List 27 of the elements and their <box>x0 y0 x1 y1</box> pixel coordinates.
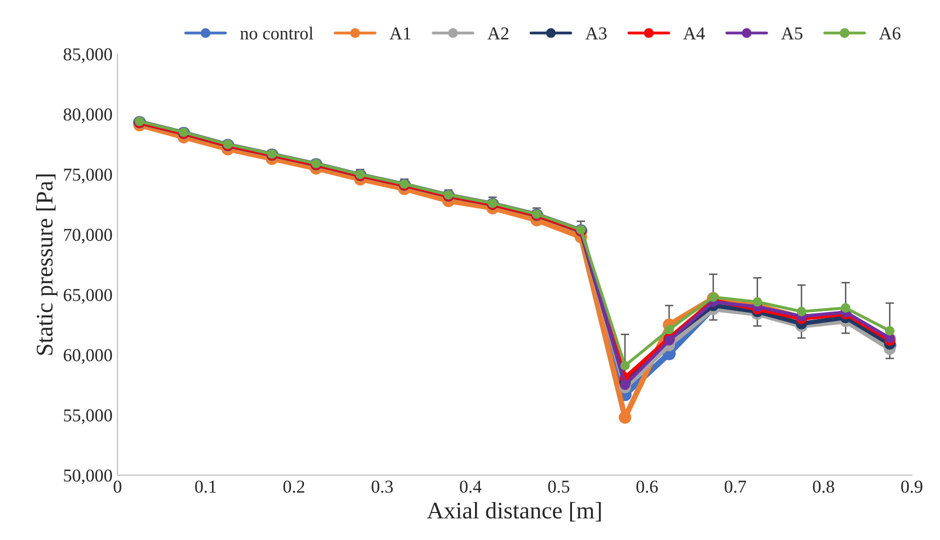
y-tick-label: 80,000 <box>64 108 112 124</box>
x-tick-label: 0.1 <box>195 480 216 493</box>
x-tick-label: 0.3 <box>372 480 393 493</box>
y-tick-label: 65,000 <box>64 288 112 304</box>
y-tick-label: 50,000 <box>64 469 112 484</box>
legend-label: A4 <box>683 27 705 40</box>
x-tick-label: 0.4 <box>460 480 482 493</box>
legend-label: A1 <box>390 27 410 40</box>
x-tick-label: 0.6 <box>636 480 658 493</box>
y-tick-label: 85,000 <box>64 48 112 64</box>
legend-label: no control <box>240 26 314 40</box>
x-tick-label: 0.2 <box>283 480 304 493</box>
y-axis-title: Static pressure [Pa] <box>36 174 58 355</box>
x-tick-label: 0.9 <box>901 480 922 493</box>
x-axis-title: Axial distance [m] <box>427 502 601 522</box>
legend-label: A6 <box>879 27 900 40</box>
legend-label: A5 <box>781 27 802 40</box>
legend-label: A2 <box>487 27 508 40</box>
y-tick-label: 55,000 <box>64 409 112 424</box>
legend-label: A3 <box>585 27 607 40</box>
x-tick-label: 0.7 <box>724 480 746 493</box>
y-tick-label: 60,000 <box>64 349 112 364</box>
x-tick-label: 0.8 <box>812 480 834 493</box>
x-tick-label: 0.5 <box>548 480 570 493</box>
x-tick-label: 0 <box>114 480 122 493</box>
y-tick-label: 75,000 <box>64 168 112 184</box>
y-tick-label: 70,000 <box>64 228 112 244</box>
